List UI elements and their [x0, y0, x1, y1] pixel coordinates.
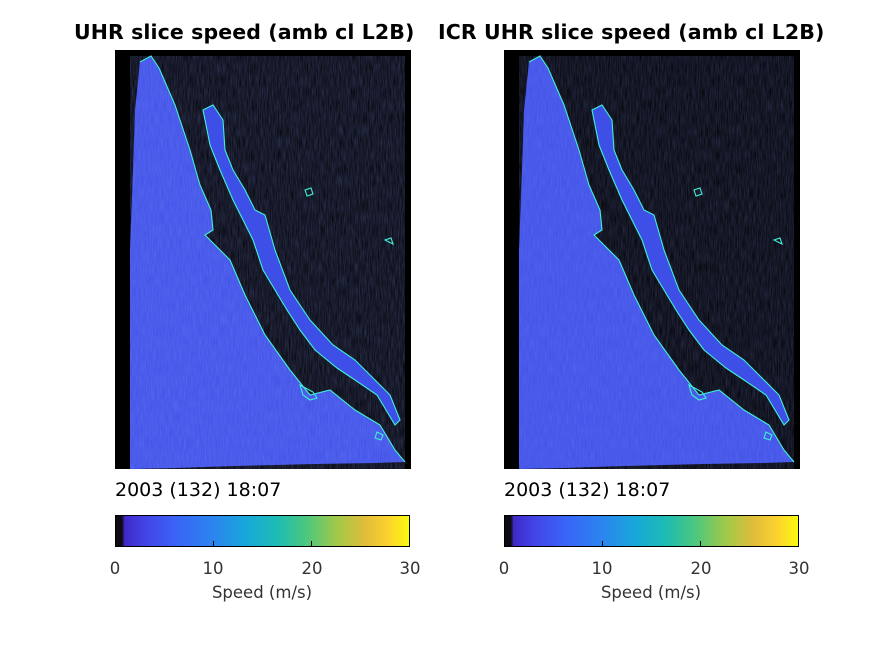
coastline: [139, 55, 406, 463]
colorbar-gradient: [116, 516, 409, 546]
colorbar-gradient: [505, 516, 798, 546]
timestamp: 2003 (132) 18:07: [504, 479, 671, 501]
gulf-coastline: [202, 104, 401, 426]
colorbar-ticks: [115, 541, 410, 555]
colorbar-tick-mark: [409, 541, 410, 547]
island-coast: [374, 431, 384, 441]
colorbar-tick-label: 30: [399, 559, 421, 578]
colorbar-tick-mark: [602, 541, 603, 547]
colorbar-tick-label: 10: [591, 559, 613, 578]
coastline: [528, 55, 795, 463]
peninsula-tip-coast: [688, 383, 707, 401]
colorbar-tick-mark: [213, 541, 214, 547]
colorbar-tick-mark: [700, 541, 701, 547]
chart-title: UHR slice speed (amb cl L2B): [74, 20, 415, 44]
land-fleck: [772, 237, 783, 246]
colorbar-tick-label: 30: [788, 559, 810, 578]
land-fleck: [304, 187, 314, 197]
gulf-coastline: [591, 104, 790, 426]
colorbar-ticks: [504, 541, 799, 555]
colorbar-tick-mark: [115, 541, 116, 547]
colorbar-tick-label: 20: [301, 559, 323, 578]
chart-title: ICR UHR slice speed (amb cl L2B): [438, 20, 825, 44]
colorbar: [115, 515, 410, 547]
colorbar-tick-label: 20: [690, 559, 712, 578]
colorbar-label: Speed (m/s): [600, 583, 702, 602]
colorbar-tick-mark: [798, 541, 799, 547]
right-panel: ICR UHR slice speed (amb cl L2B) 2003 (1…: [438, 0, 884, 663]
land-fleck: [383, 237, 394, 246]
land-fleck: [693, 187, 703, 197]
colorbar-label: Speed (m/s): [211, 583, 313, 602]
speed-map: [504, 50, 800, 469]
timestamp: 2003 (132) 18:07: [115, 479, 282, 501]
colorbar: [504, 515, 799, 547]
gulf-water: [592, 105, 789, 425]
colorbar-tick-label: 0: [498, 559, 510, 578]
speed-map-svg: [519, 55, 795, 469]
speed-map: [115, 50, 411, 469]
gulf-water: [203, 105, 400, 425]
speed-map-svg: [130, 55, 406, 469]
ocean-overlay: [130, 56, 405, 469]
island-coast: [763, 431, 773, 441]
colorbar-tick-label: 10: [202, 559, 224, 578]
ocean-overlay: [519, 56, 794, 469]
colorbar-tick-label: 0: [109, 559, 121, 578]
peninsula-tip-coast: [299, 383, 318, 401]
left-panel: UHR slice speed (amb cl L2B) 2003 (132) …: [74, 20, 421, 602]
colorbar-tick-mark: [311, 541, 312, 547]
colorbar-tick-mark: [504, 541, 505, 547]
